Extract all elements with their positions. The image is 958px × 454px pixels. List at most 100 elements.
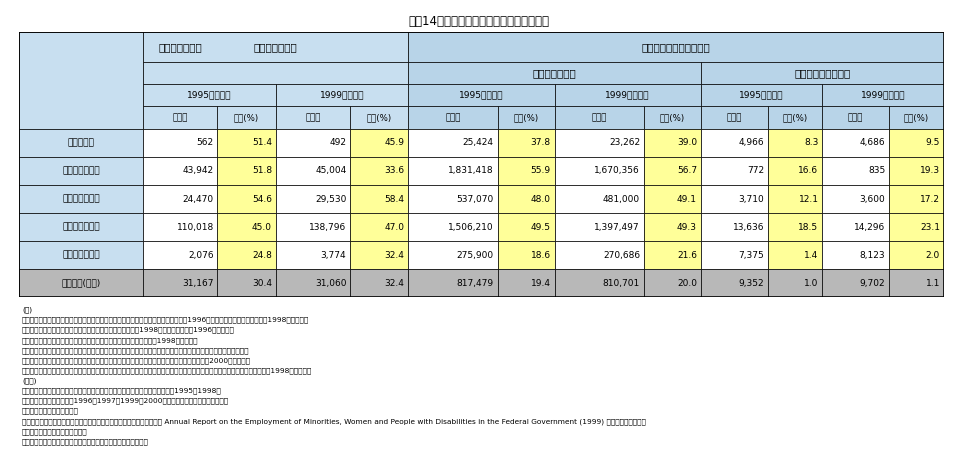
Text: 16.6: 16.6: [798, 167, 818, 175]
Text: 大　韓　民　国: 大 韓 民 国: [62, 251, 100, 260]
Bar: [350, 269, 408, 297]
Text: 採　　用　　者: 採 用 者: [254, 42, 298, 52]
Bar: [644, 269, 700, 297]
Text: イギリス：内閣府提供資料: イギリス：内閣府提供資料: [22, 408, 79, 415]
Bar: [143, 62, 408, 84]
Text: 492: 492: [330, 138, 347, 148]
Text: 全　体: 全 体: [172, 113, 188, 122]
Text: 1,670,356: 1,670,356: [594, 167, 640, 175]
Bar: [767, 241, 822, 269]
Text: 537,070: 537,070: [457, 195, 493, 203]
Text: 資饤14　女性国家公務員の採用・在職状況: 資饤14 女性国家公務員の採用・在職状況: [408, 15, 550, 28]
Bar: [767, 185, 822, 213]
Bar: [350, 185, 408, 213]
Text: フ　ラ　ン　ス: フ ラ ン ス: [62, 167, 100, 175]
Text: 17.2: 17.2: [920, 195, 940, 203]
Text: 772: 772: [747, 167, 764, 175]
Bar: [217, 213, 276, 241]
Text: 48.0: 48.0: [531, 195, 551, 203]
Text: 54.6: 54.6: [252, 195, 272, 203]
Text: 23.1: 23.1: [920, 222, 940, 232]
Bar: [19, 32, 143, 129]
Text: 25,424: 25,424: [463, 138, 493, 148]
Bar: [143, 129, 217, 157]
Bar: [497, 213, 555, 241]
Text: フランス：「上位の役職」は次長及び局長。＊２、＊４は1998年データ、＊５は1996年データ。: フランス：「上位の役職」は次長及び局長。＊２、＊４は1998年データ、＊５は19…: [22, 327, 235, 333]
Text: 562: 562: [196, 138, 214, 148]
Text: ド　イ　ツ: ド イ ツ: [68, 138, 95, 148]
Bar: [19, 129, 143, 157]
Bar: [889, 185, 944, 213]
Text: 23,262: 23,262: [609, 138, 640, 148]
Text: 9,702: 9,702: [859, 279, 885, 288]
Bar: [276, 84, 408, 106]
Bar: [350, 129, 408, 157]
Text: 採　　用　　者: 採 用 者: [158, 42, 202, 52]
Bar: [408, 213, 497, 241]
Text: 47.0: 47.0: [384, 222, 404, 232]
Text: 女性(%): 女性(%): [903, 113, 929, 122]
Text: 45.0: 45.0: [252, 222, 272, 232]
Text: 全　体: 全 体: [591, 113, 606, 122]
Bar: [644, 213, 700, 241]
Bar: [700, 129, 767, 157]
Text: 2,076: 2,076: [188, 251, 214, 260]
Bar: [767, 106, 822, 129]
Bar: [217, 157, 276, 185]
Bar: [408, 84, 555, 106]
Bar: [822, 185, 889, 213]
Text: 上　位　の　役　職: 上 位 の 役 職: [794, 68, 851, 78]
Bar: [555, 84, 700, 106]
Bar: [700, 185, 767, 213]
Text: 1,831,418: 1,831,418: [448, 167, 493, 175]
Text: 女性(%): 女性(%): [367, 113, 392, 122]
Bar: [19, 241, 143, 269]
Bar: [555, 185, 644, 213]
Bar: [408, 129, 497, 157]
Bar: [276, 213, 350, 241]
Text: ドイツ：最上級連邦官庁、「上位の役職」はフルタイム高級職員。＊１及び＊５は1996年データ、＊２、＊４、＊６は1998年データ。: ドイツ：最上級連邦官庁、「上位の役職」はフルタイム高級職員。＊１及び＊５は199…: [22, 316, 309, 323]
Text: 9.5: 9.5: [925, 138, 940, 148]
Bar: [555, 241, 644, 269]
Text: アメリカ：採用者については人事管理庁提供資料、在職者については Annual Report on the Employment of Minorities, W: アメリカ：採用者については人事管理庁提供資料、在職者については Annual R…: [22, 418, 646, 424]
Bar: [822, 269, 889, 297]
Bar: [767, 129, 822, 157]
Bar: [143, 185, 217, 213]
Text: ア　メ　リ　カ: ア メ リ カ: [62, 222, 100, 232]
Text: 56.7: 56.7: [677, 167, 697, 175]
Text: 55.9: 55.9: [531, 167, 551, 175]
Text: 58.4: 58.4: [384, 195, 404, 203]
Bar: [889, 241, 944, 269]
Bar: [700, 106, 767, 129]
Bar: [889, 129, 944, 157]
Bar: [143, 106, 217, 129]
Bar: [19, 269, 143, 297]
Text: 1995年　＊３: 1995年 ＊３: [459, 91, 504, 100]
Bar: [350, 157, 408, 185]
Text: 1,506,210: 1,506,210: [448, 222, 493, 232]
Text: 日　　本：人事院「一般職の国家公務員の任用状況調査報告」: 日 本：人事院「一般職の国家公務員の任用状況調査報告」: [22, 438, 148, 445]
Bar: [217, 129, 276, 157]
Bar: [889, 106, 944, 129]
Bar: [822, 213, 889, 241]
Bar: [276, 106, 350, 129]
Text: (注): (注): [22, 306, 32, 313]
Bar: [408, 32, 944, 62]
Bar: [408, 241, 497, 269]
Text: 1.0: 1.0: [804, 279, 818, 288]
Bar: [350, 213, 408, 241]
Bar: [217, 241, 276, 269]
Bar: [700, 157, 767, 185]
Text: イギリス：「上位の役職」はグレード４・５（課長）以上。＊２は1998年データ。: イギリス：「上位の役職」はグレード４・５（課長）以上。＊２は1998年データ。: [22, 337, 198, 344]
Bar: [497, 241, 555, 269]
Text: 12.1: 12.1: [798, 195, 818, 203]
Text: 8,123: 8,123: [859, 251, 885, 260]
Text: 大韓民国：「採用者」及び「全職員」は一般職、「上位の役職」は４級（課長）以上。＊２は2000年データ。: 大韓民国：「採用者」及び「全職員」は一般職、「上位の役職」は４級（課長）以上。＊…: [22, 357, 251, 364]
Text: 43,942: 43,942: [183, 167, 214, 175]
Bar: [555, 213, 644, 241]
Text: 4,686: 4,686: [859, 138, 885, 148]
Bar: [555, 106, 644, 129]
Text: 在　　　　職　　　　者: 在 職 者: [642, 42, 710, 52]
Text: 817,479: 817,479: [457, 279, 493, 288]
Text: 49.5: 49.5: [531, 222, 551, 232]
